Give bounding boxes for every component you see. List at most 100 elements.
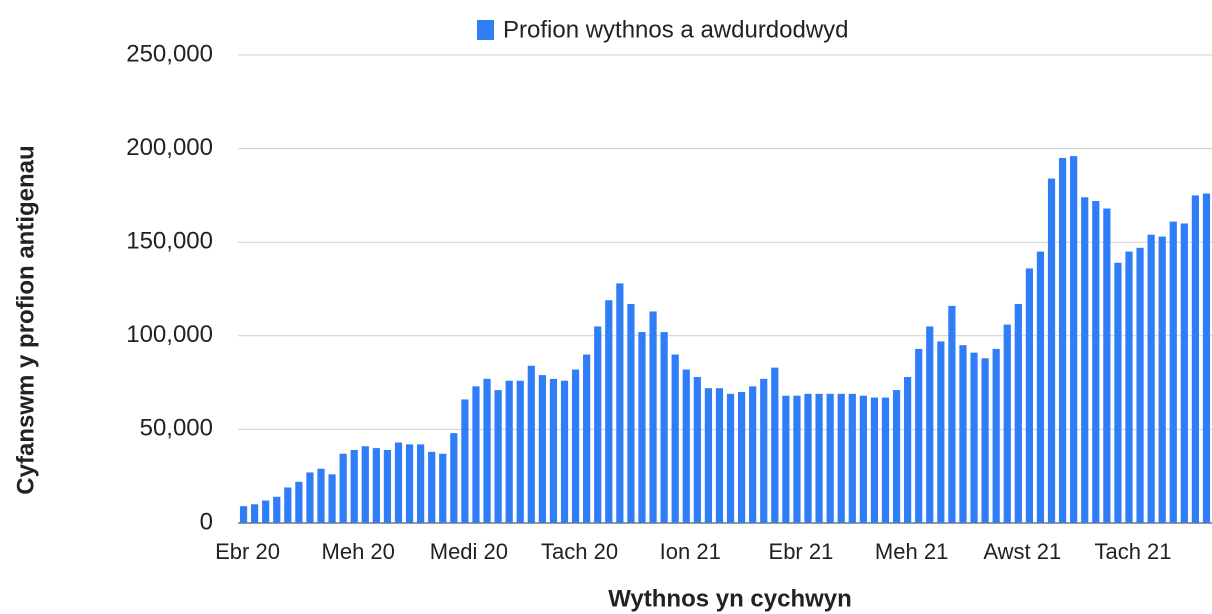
bar [239,506,248,523]
bar [749,386,757,523]
bar [892,390,901,523]
bar [881,397,890,523]
bar [782,395,790,523]
legend-swatch [477,20,494,40]
bar [1092,201,1100,524]
bar [394,442,403,523]
bar [417,444,425,523]
x-tick-label: Awst 21 [983,539,1061,564]
x-tick-label: Ebr 21 [769,539,834,564]
bar [981,358,989,523]
x-tick-label: Tach 20 [541,539,618,564]
bar [538,375,546,523]
bar [505,380,513,523]
bar [361,446,369,523]
bar [1003,324,1011,523]
y-tick-label: 150,000 [126,228,213,255]
bar [262,500,270,523]
bar [284,487,292,523]
bar [583,354,591,523]
bar [726,393,735,523]
bar [516,380,524,523]
bar [494,390,502,523]
y-tick-label: 250,000 [126,40,213,67]
bar [870,397,879,523]
bar [660,332,668,523]
bar [461,399,469,523]
bar [970,352,978,523]
bar [948,305,956,523]
bar [616,283,624,523]
bar [1025,268,1033,523]
bar [760,378,768,523]
bar [450,433,458,523]
y-tick-label: 50,000 [140,415,213,442]
bar [350,449,358,523]
bar [273,496,281,523]
y-tick-label: 0 [200,508,213,535]
bar [1202,193,1211,523]
x-tick-label: Ebr 20 [215,539,280,564]
bar [328,474,336,523]
bar [1014,303,1022,523]
bar [992,348,1000,523]
bar [804,393,812,523]
bar [1081,197,1089,523]
y-tick-label: 200,000 [126,134,213,161]
bar [837,393,845,523]
bar [306,472,314,523]
bar [815,393,823,523]
bar [1047,178,1056,523]
bar [1103,208,1111,523]
bar [560,380,569,523]
bar [1136,247,1144,524]
bar [959,345,967,523]
bar [848,393,856,523]
bar [693,376,701,523]
bar [1180,223,1188,524]
bar [439,453,447,523]
bar [1191,195,1199,523]
bar [1036,251,1045,523]
bar [771,367,779,523]
bar [339,453,347,523]
bar [1070,156,1078,523]
bar [472,386,480,523]
bar [926,326,934,523]
bar [428,451,436,523]
x-tick-label: Tach 21 [1094,539,1171,564]
x-axis-title: Wythnos yn cychwyn [608,585,852,612]
bar [826,393,834,523]
bar [527,365,535,523]
bar [317,468,325,523]
bar [937,341,945,523]
bar [1125,251,1133,523]
x-tick-label: Meh 20 [322,539,395,564]
bar [594,326,602,523]
x-tick-label: Medi 20 [430,539,508,564]
bar [704,388,712,523]
bar [793,395,801,523]
bar [372,448,380,523]
bar [738,391,746,523]
y-axis-title: Cyfanswm y profion antigenau [12,145,39,494]
bar [549,378,558,523]
bar [383,449,392,523]
y-tick-label: 100,000 [126,321,213,348]
bar [649,311,657,523]
x-tick-label: Ion 21 [660,539,721,564]
bar [859,395,867,523]
x-tick-label: Meh 21 [875,539,948,564]
bar [682,369,690,523]
bar [915,348,923,523]
bar [715,388,724,523]
bar [1114,262,1122,523]
bar [671,354,679,523]
bar [1147,234,1155,523]
bar [1158,236,1166,524]
bar [483,378,491,523]
bar [251,504,259,523]
bar [1058,157,1067,523]
bar [605,300,613,523]
